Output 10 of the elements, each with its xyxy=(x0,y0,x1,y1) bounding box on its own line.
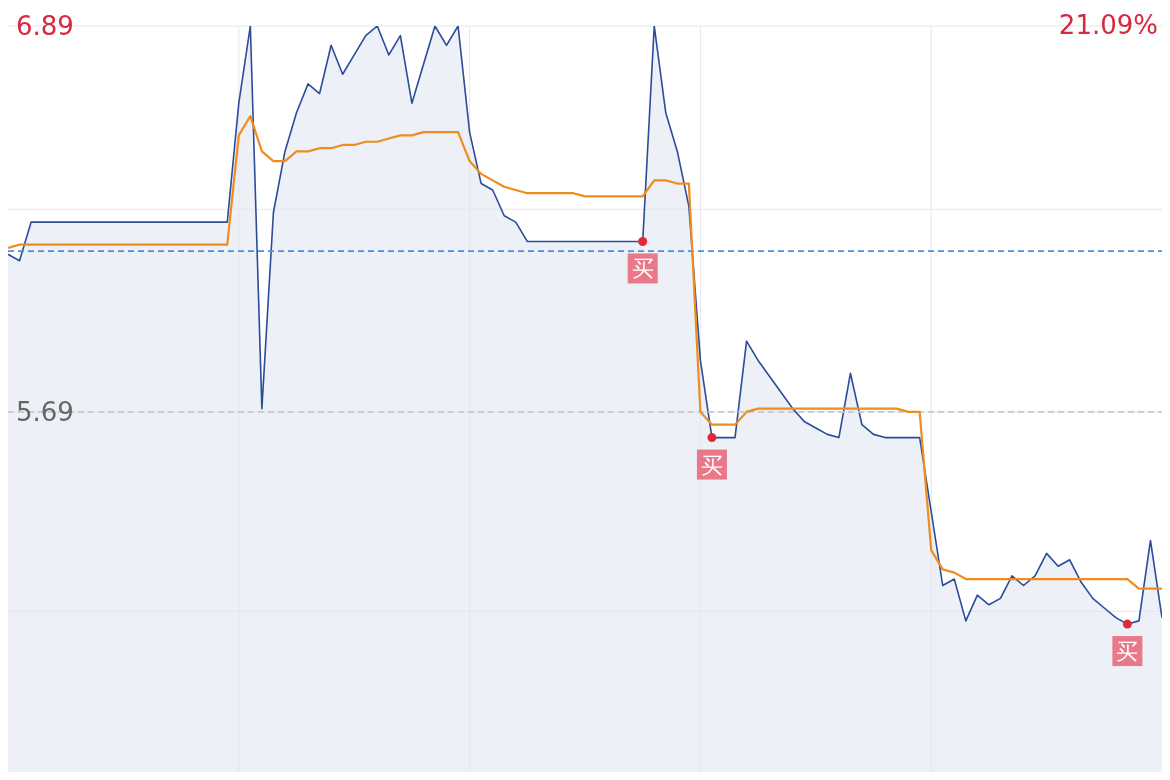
annotation: 买 xyxy=(1116,639,1139,665)
point xyxy=(707,433,717,443)
line-series xyxy=(8,114,1162,590)
y-tick-label: 6.89 xyxy=(16,11,74,41)
point xyxy=(1122,619,1132,629)
point xyxy=(638,236,648,246)
annotation: 买 xyxy=(631,256,654,282)
annotation: 买 xyxy=(700,452,723,478)
annotation: 21.09% xyxy=(1058,10,1158,40)
y-tick-label: 5.69 xyxy=(16,396,74,427)
